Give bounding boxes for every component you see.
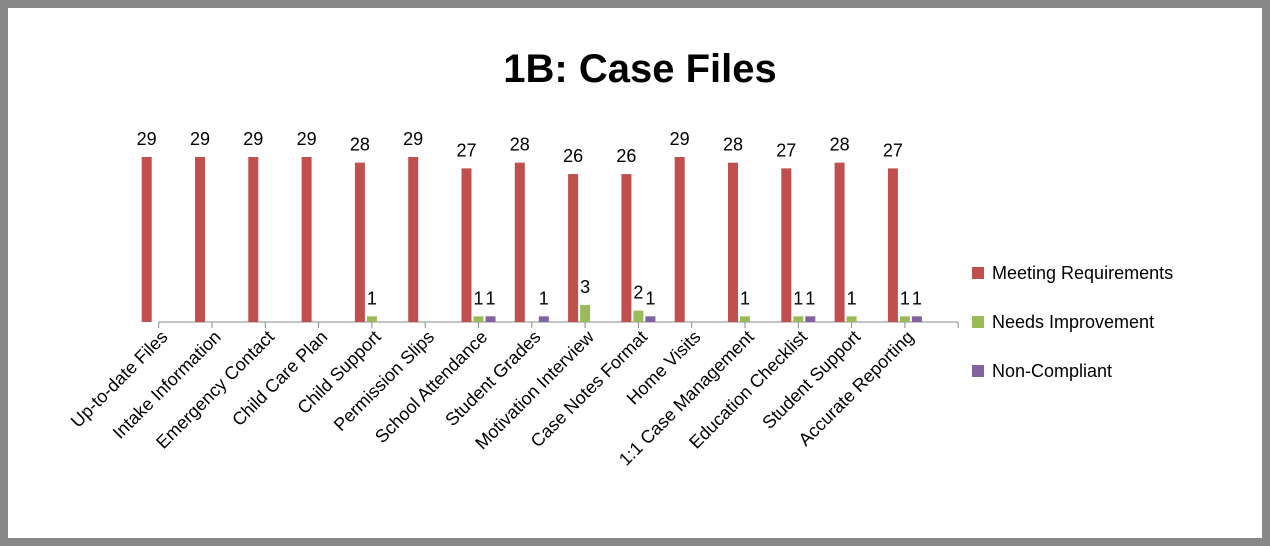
data-label: 29 xyxy=(670,129,690,149)
data-label: 1 xyxy=(900,288,910,308)
bar xyxy=(195,157,205,322)
legend-label: Meeting Requirements xyxy=(992,263,1173,283)
legend-swatch xyxy=(972,365,984,377)
data-label: 1 xyxy=(740,288,750,308)
legend-swatch xyxy=(972,267,984,279)
data-label: 28 xyxy=(510,135,530,155)
bar xyxy=(485,316,496,322)
bar xyxy=(645,316,656,322)
bar xyxy=(887,168,898,322)
data-label: 1 xyxy=(539,288,549,308)
bar xyxy=(248,157,259,322)
bar xyxy=(793,316,804,322)
bar xyxy=(805,316,816,322)
data-label: 1 xyxy=(912,288,922,308)
data-label: 29 xyxy=(297,129,317,149)
data-label: 28 xyxy=(830,135,850,155)
data-label: 29 xyxy=(137,129,157,149)
bar xyxy=(354,162,365,322)
data-label: 1 xyxy=(473,288,483,308)
bar xyxy=(846,316,857,322)
data-label: 29 xyxy=(243,129,263,149)
data-label: 29 xyxy=(403,129,423,149)
bar xyxy=(141,157,152,322)
bar xyxy=(781,168,792,322)
bar xyxy=(301,157,312,322)
bar xyxy=(461,168,472,322)
bar xyxy=(408,157,419,322)
data-label: 1 xyxy=(793,288,803,308)
data-label: 1 xyxy=(367,288,377,308)
bar xyxy=(728,162,738,322)
data-label: 27 xyxy=(883,140,903,160)
chart-title: 1B: Case Files xyxy=(503,47,776,91)
data-label: 1 xyxy=(847,288,857,308)
data-label: 28 xyxy=(723,135,743,155)
bar xyxy=(674,157,685,322)
data-label: 1 xyxy=(645,288,655,308)
bar xyxy=(538,316,549,322)
data-label: 3 xyxy=(580,277,590,297)
legend-label: Needs Improvement xyxy=(992,312,1154,332)
legend-swatch xyxy=(972,316,984,328)
bar xyxy=(621,174,632,322)
bar xyxy=(580,304,591,322)
data-label: 26 xyxy=(616,146,636,166)
bar xyxy=(740,316,750,322)
bar xyxy=(366,316,377,322)
bar xyxy=(568,174,579,322)
data-label: 1 xyxy=(485,288,495,308)
data-label: 26 xyxy=(563,146,583,166)
data-label: 29 xyxy=(190,129,210,149)
data-label: 28 xyxy=(350,135,370,155)
bar xyxy=(633,310,644,322)
bar xyxy=(473,316,484,322)
bar xyxy=(514,162,525,322)
data-label: 1 xyxy=(805,288,815,308)
bar xyxy=(899,316,910,322)
legend-label: Non-Compliant xyxy=(992,361,1112,381)
data-label: 27 xyxy=(776,140,796,160)
bar xyxy=(834,162,845,322)
bar xyxy=(911,316,922,322)
data-label: 27 xyxy=(456,140,476,160)
data-label: 2 xyxy=(633,283,643,303)
